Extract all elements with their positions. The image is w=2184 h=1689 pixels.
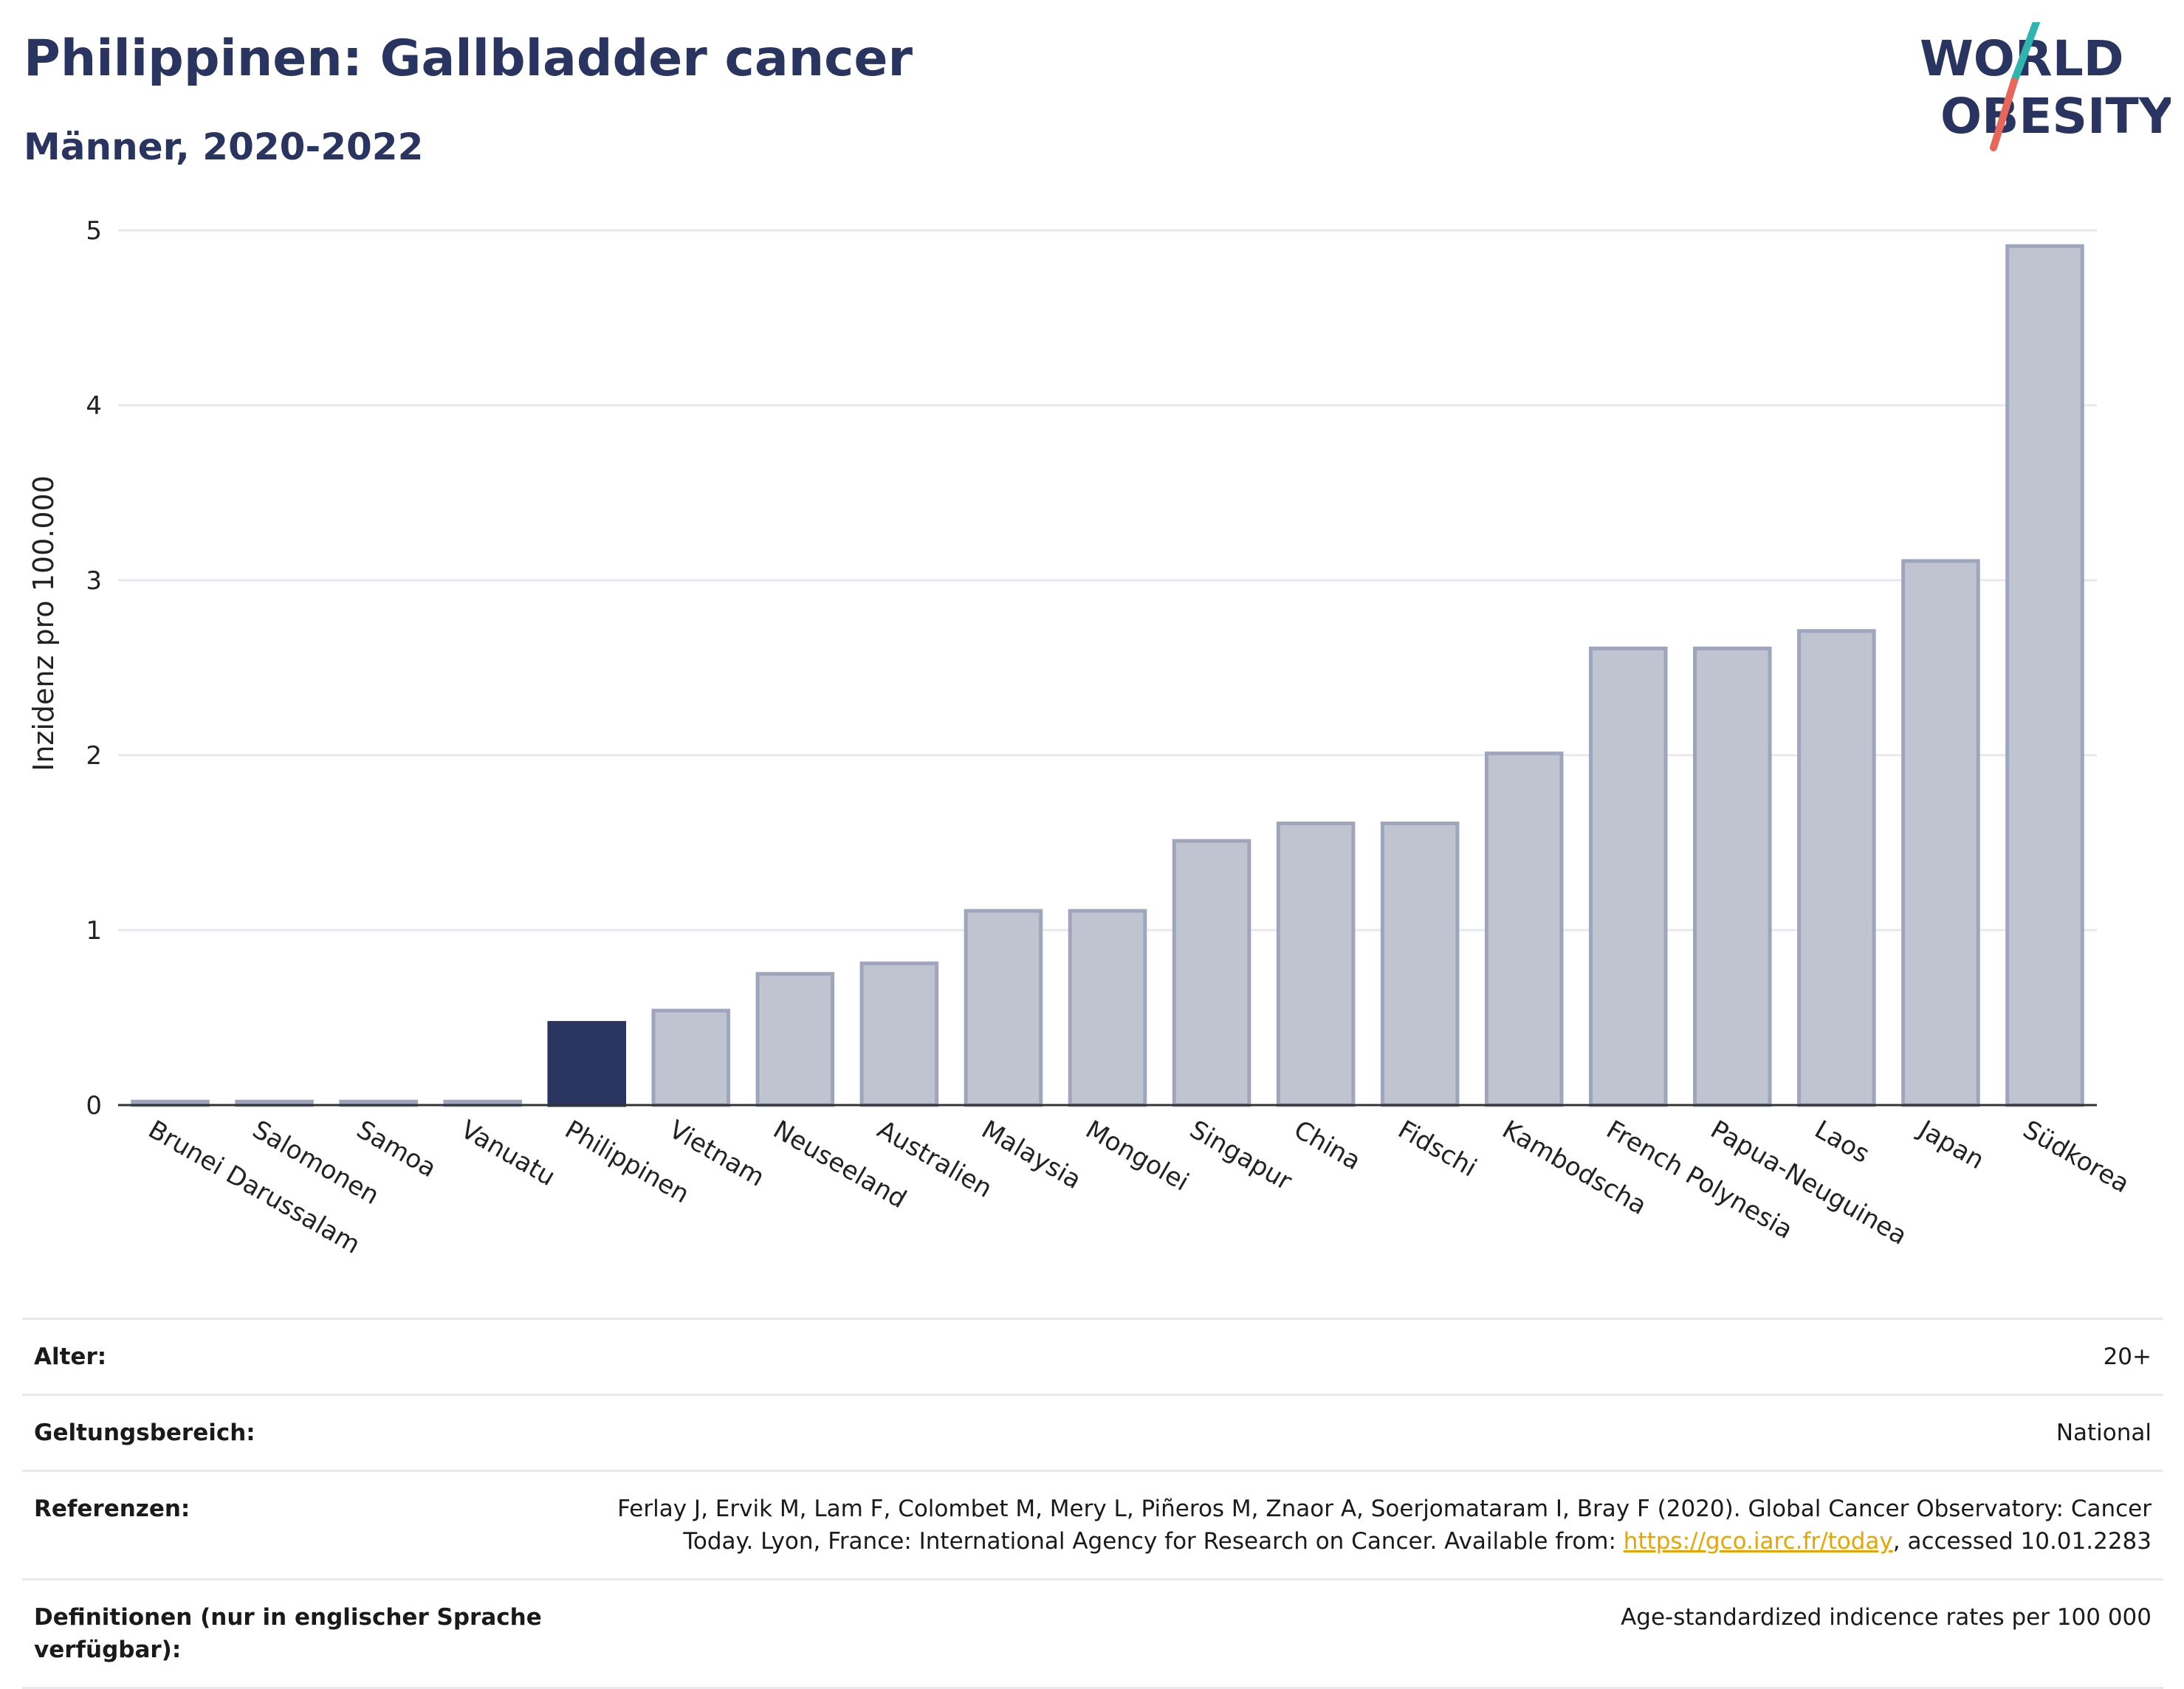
bar-philippinen bbox=[547, 1021, 627, 1107]
y-tick-label: 3 bbox=[86, 566, 102, 596]
meta-value: National bbox=[2056, 1420, 2152, 1446]
bar-fidschi bbox=[1380, 821, 1460, 1107]
reference-accessed: , accessed 10.01.2283 bbox=[1892, 1528, 2152, 1555]
bar-japan bbox=[1901, 559, 1980, 1107]
meta-value: Ferlay J, Ervik M, Lam F, Colombet M, Me… bbox=[601, 1493, 2152, 1558]
bar-kambodscha bbox=[1484, 751, 1564, 1107]
y-tick-label: 1 bbox=[86, 916, 102, 946]
meta-value: Age-standardized indicence rates per 100… bbox=[1621, 1604, 2152, 1631]
meta-label: Geltungsbereich: bbox=[34, 1420, 255, 1446]
x-tick-label: Vanuatu bbox=[456, 1115, 560, 1192]
reference-link[interactable]: https://gco.iarc.fr/today bbox=[1623, 1528, 1893, 1555]
bar-papua-neuguinea bbox=[1693, 646, 1772, 1107]
meta-value: 20+ bbox=[2103, 1344, 2152, 1370]
y-axis-title: Inzidenz pro 100.000 bbox=[27, 475, 60, 771]
bar-südkorea bbox=[2005, 244, 2084, 1107]
x-tick-label: Fidschi bbox=[1393, 1115, 1482, 1183]
chart-subtitle: Männer, 2020-2022 bbox=[24, 125, 424, 168]
bar-neuseeland bbox=[755, 971, 835, 1107]
bar-vietnam bbox=[651, 1008, 731, 1107]
meta-label: Definitionen (nur in englischer Sprache … bbox=[34, 1604, 542, 1663]
bar-mongolei bbox=[1068, 909, 1147, 1107]
y-tick-label: 4 bbox=[86, 391, 102, 421]
x-tick-label: Laos bbox=[1810, 1115, 1875, 1169]
bar-singapur bbox=[1172, 839, 1251, 1107]
meta-label: Alter: bbox=[34, 1344, 107, 1370]
x-tick-label: Japan bbox=[1912, 1114, 1989, 1175]
bar-australien bbox=[859, 961, 939, 1107]
meta-row-definitions: Definitionen (nur in englischer Sprache … bbox=[22, 1578, 2163, 1689]
bars bbox=[131, 244, 2084, 1107]
meta-row-references: Referenzen: Ferlay J, Ervik M, Lam F, Co… bbox=[22, 1470, 2163, 1578]
bar-laos bbox=[1797, 629, 1876, 1107]
y-tick-label: 0 bbox=[86, 1091, 102, 1121]
meta-row-age: Alter: 20+ bbox=[22, 1318, 2163, 1394]
bar-china bbox=[1276, 821, 1356, 1107]
x-tick-label: Mongolei bbox=[1081, 1115, 1194, 1197]
x-tick-label: China bbox=[1289, 1115, 1366, 1176]
world-obesity-logo: WORLD OBESITY bbox=[1920, 22, 2171, 151]
logo-teal-stroke bbox=[2010, 22, 2040, 85]
y-tick-label: 5 bbox=[86, 216, 102, 246]
x-tick-label: Samoa bbox=[351, 1115, 441, 1183]
meta-label: Referenzen: bbox=[34, 1496, 190, 1522]
metadata-table: Alter: 20+ Geltungsbereich: National Ref… bbox=[22, 1318, 2163, 1689]
x-tick-label: Südkorea bbox=[2018, 1115, 2135, 1199]
bar-french-polynesia bbox=[1588, 646, 1668, 1107]
x-tick-label: French Polynesia bbox=[1601, 1115, 1798, 1245]
meta-row-scope: Geltungsbereich: National bbox=[22, 1394, 2163, 1470]
y-axis-ticks: 0 1 2 3 4 5 bbox=[86, 216, 102, 1121]
x-tick-label: Papua-Neuguinea bbox=[1706, 1115, 1912, 1251]
y-tick-label: 2 bbox=[86, 741, 102, 771]
x-tick-label: Singapur bbox=[1185, 1115, 1297, 1197]
reference-text: Ferlay J, Ervik M, Lam F, Colombet M, Me… bbox=[617, 1496, 2152, 1555]
bar-malaysia bbox=[964, 909, 1043, 1107]
logo-red-stroke bbox=[1990, 78, 2018, 151]
logo-line-2: OBESITY bbox=[1940, 88, 2171, 145]
chart-title: Philippinen: Gallbladder cancer bbox=[24, 30, 913, 88]
